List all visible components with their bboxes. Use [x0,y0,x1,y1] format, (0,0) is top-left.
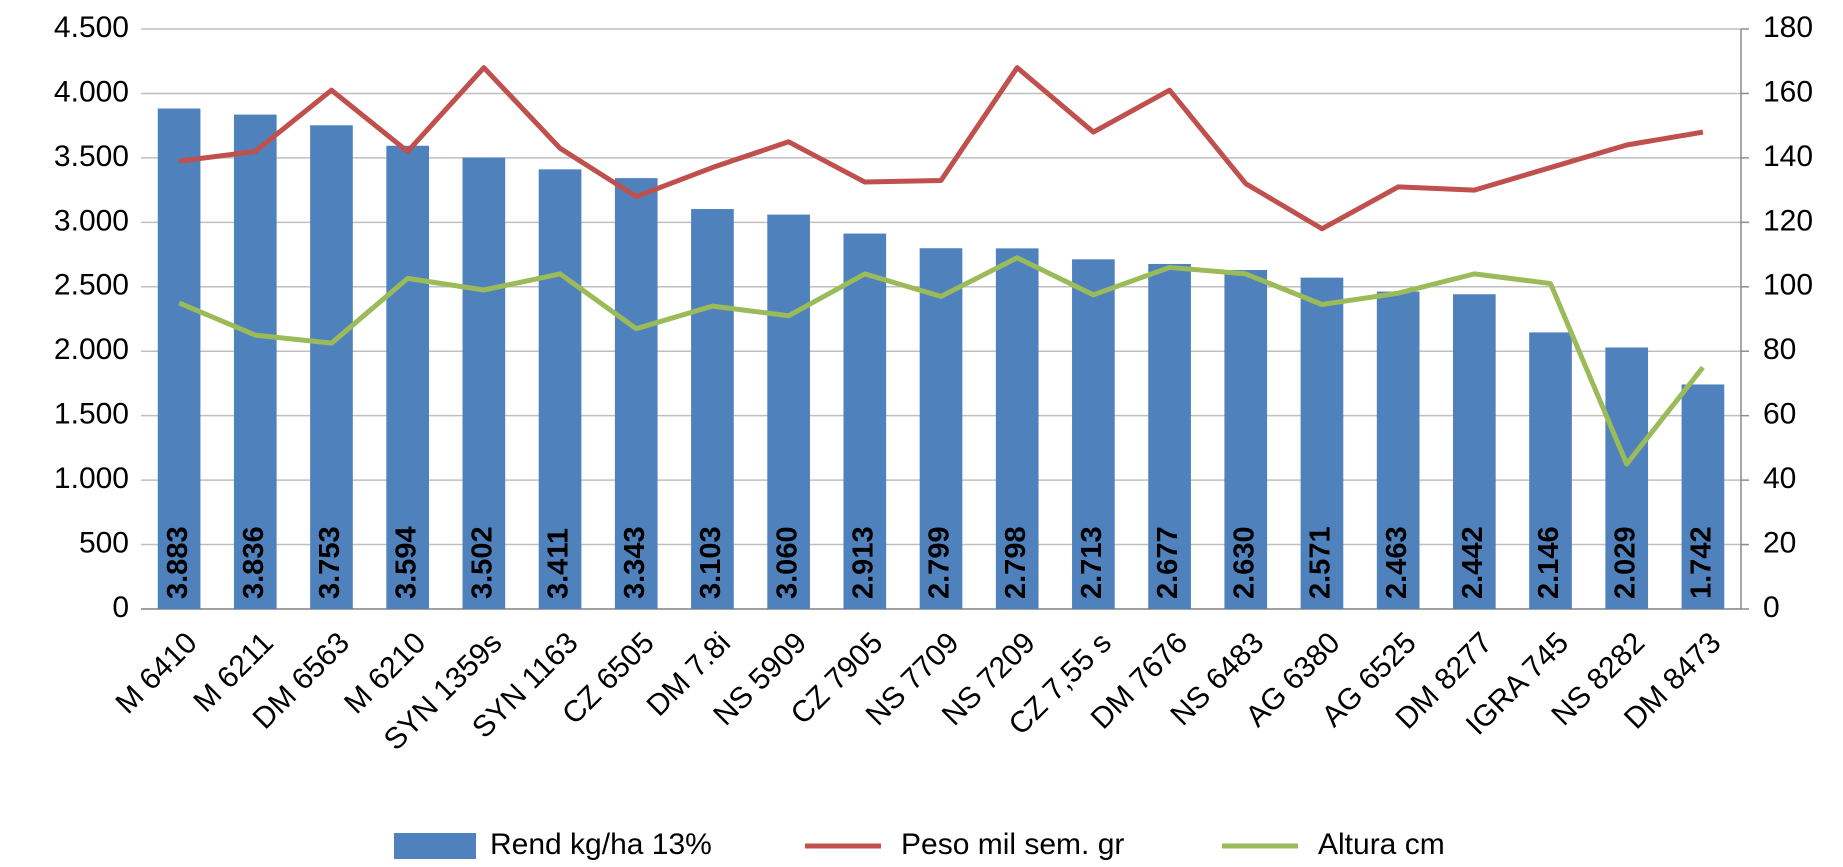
bar [1681,384,1725,609]
bar [767,214,810,609]
legend-label: Peso mil sem. gr [901,828,1124,861]
bar [538,169,582,610]
value-label: 3.753 [314,526,346,599]
y2-tick-label: 40 [1763,462,1796,495]
y2-tick-label: 100 [1763,269,1813,302]
bar [691,209,734,609]
value-label: 3.883 [162,526,194,599]
value-label: 2.463 [1381,526,1413,599]
bar [462,157,506,609]
value-label: 3.343 [619,526,651,599]
bar [233,114,277,610]
bar [1453,294,1496,609]
y-tick-label: 2.500 [54,269,129,302]
bar [1148,263,1191,609]
bar [386,145,429,610]
y2-tick-label: 0 [1763,591,1780,624]
value-label: 3.103 [695,526,727,599]
y2-tick-label: 180 [1763,11,1813,44]
value-label: 3.411 [543,528,575,599]
y2-tick-label: 160 [1763,75,1813,108]
y2-tick-label: 140 [1763,140,1813,173]
y-tick-label: 3.000 [54,204,129,237]
y-tick-label: 4.000 [54,75,129,108]
value-label: 2.146 [1533,526,1565,599]
y2-tick-label: 80 [1763,333,1796,366]
y-tick-label: 0 [112,591,129,624]
value-label: 2.677 [1152,526,1184,599]
value-label: 3.836 [238,526,270,599]
y-tick-label: 1.500 [54,398,129,431]
bar [1072,259,1115,609]
value-label: 1.742 [1686,526,1718,599]
y-tick-label: 1.000 [54,462,129,495]
line [178,255,1705,467]
bar [310,125,353,609]
y2-tick-label: 60 [1763,398,1796,431]
x-tick-label: M 6410 [110,626,204,720]
y-tick-label: 3.500 [54,140,129,173]
value-label: 2.713 [1076,526,1108,599]
value-label: 2.630 [1228,526,1260,599]
y-tick-label: 500 [79,526,129,559]
value-label: 3.502 [467,526,499,599]
value-label: 3.060 [771,526,803,599]
value-label: 2.913 [847,526,879,599]
legend-label: Rend kg/ha 13% [490,828,712,861]
value-label: 3.594 [390,526,422,599]
bar [1605,347,1649,609]
legend-label: Altura cm [1318,828,1445,861]
bar [843,233,887,609]
bar [614,178,658,609]
bar [1224,270,1268,609]
value-label: 2.799 [924,526,956,599]
bar [1529,332,1572,609]
y-tick-label: 2.000 [54,333,129,366]
y2-tick-label: 20 [1763,526,1796,559]
value-label: 2.798 [1000,526,1032,599]
bar [919,248,963,610]
y-tick-label: 4.500 [54,11,129,44]
y2-tick-label: 120 [1763,204,1813,237]
legend-swatch [394,833,476,859]
value-label: 2.029 [1609,526,1641,599]
line [178,65,1704,232]
value-label: 2.442 [1457,526,1489,599]
bar [1300,277,1344,609]
value-label: 2.571 [1305,526,1337,599]
bar [157,108,201,609]
bar [1376,291,1420,609]
bar [995,248,1039,609]
